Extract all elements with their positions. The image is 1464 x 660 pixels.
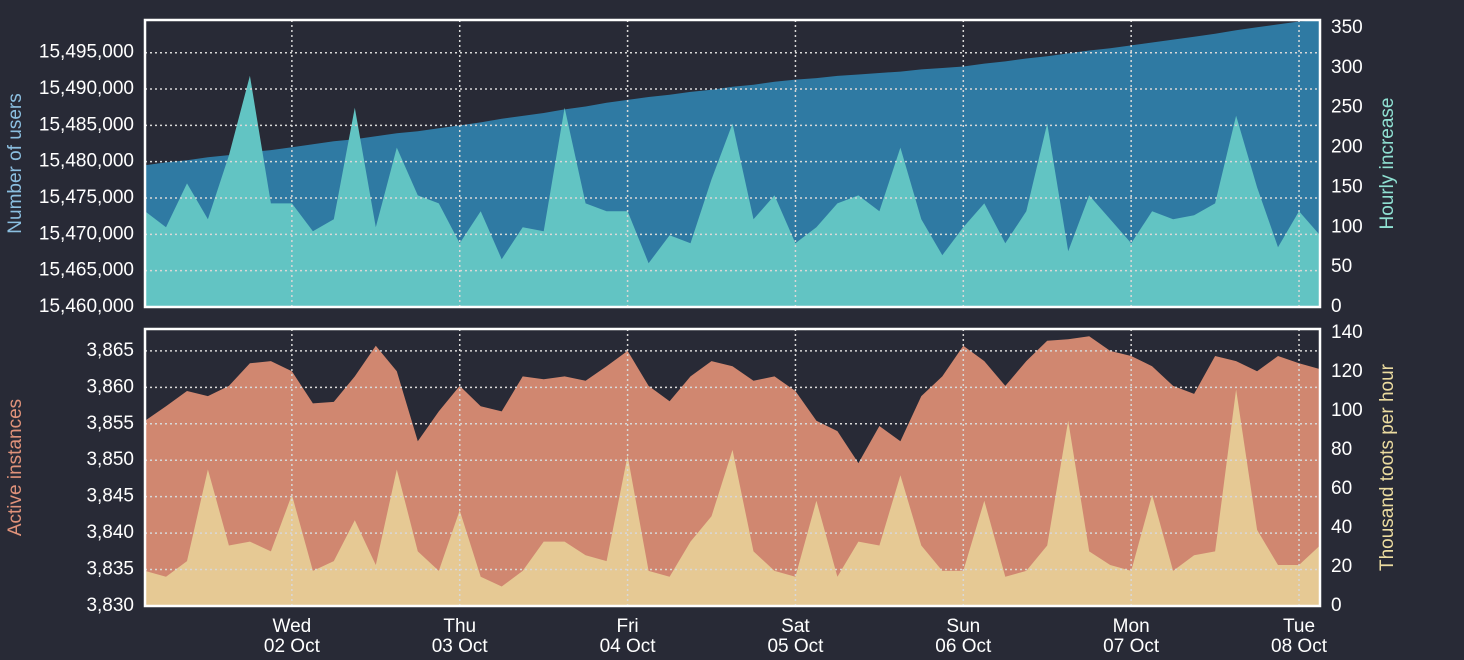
y2-tick-label: 250: [1331, 97, 1363, 118]
y-tick-label: 15,495,000: [39, 42, 134, 63]
y2-tick-label: 350: [1331, 17, 1363, 38]
y-tick-label: 15,490,000: [39, 78, 134, 99]
y2-tick-label: 80: [1331, 439, 1352, 460]
y2-axis-label: Hourly increase: [1377, 98, 1398, 230]
y-axis-label: Active instances: [5, 399, 26, 536]
y-axis-label: Number of users: [5, 93, 26, 233]
y2-tick-label: 20: [1331, 556, 1352, 577]
area: [145, 75, 1320, 307]
x-tick-label: 03 Oct: [432, 636, 489, 657]
x-tick-label: 07 Oct: [1103, 636, 1160, 657]
y2-tick-label: 150: [1331, 176, 1363, 197]
x-tick-label: 02 Oct: [264, 636, 321, 657]
x-tick-label: Thu: [443, 616, 476, 637]
y-tick-label: 3,850: [86, 449, 134, 470]
x-tick-label: Mon: [1113, 616, 1150, 637]
x-tick-label: 06 Oct: [935, 636, 992, 657]
x-tick-label: Fri: [617, 616, 639, 637]
y2-tick-label: 50: [1331, 256, 1352, 277]
y2-tick-label: 0: [1331, 595, 1342, 616]
y2-tick-label: 0: [1331, 296, 1342, 317]
y-tick-label: 15,485,000: [39, 114, 134, 135]
x-tick-label: Wed: [273, 616, 312, 637]
area: [145, 389, 1320, 606]
x-tick-label: Sun: [946, 616, 980, 637]
y-tick-label: 15,480,000: [39, 151, 134, 172]
plot-border: [143, 327, 1322, 608]
y-tick-label: 15,465,000: [39, 260, 134, 281]
y-tick-label: 3,855: [86, 413, 134, 434]
y2-tick-label: 40: [1331, 517, 1352, 538]
plot-border: [143, 18, 1322, 309]
y2-tick-label: 200: [1331, 137, 1363, 158]
y2-tick-label: 100: [1331, 400, 1363, 421]
y2-tick-label: 60: [1331, 478, 1352, 499]
x-tick-label: 05 Oct: [767, 636, 824, 657]
x-tick-label: 04 Oct: [600, 636, 657, 657]
y2-tick-label: 120: [1331, 361, 1363, 382]
y2-axis-label: Thousand toots per hour: [1377, 363, 1398, 571]
y-tick-label: 3,835: [86, 559, 134, 580]
y2-tick-label: 100: [1331, 216, 1363, 237]
y-tick-label: 3,845: [86, 486, 134, 507]
y-tick-label: 3,860: [86, 376, 134, 397]
x-tick-label: Sat: [781, 616, 810, 637]
y-tick-label: 3,830: [86, 595, 134, 616]
y2-tick-label: 140: [1331, 322, 1363, 343]
x-tick-label: 08 Oct: [1271, 636, 1328, 657]
y-tick-label: 15,460,000: [39, 296, 134, 317]
y-tick-label: 15,475,000: [39, 187, 134, 208]
y-tick-label: 3,865: [86, 340, 134, 361]
y2-tick-label: 300: [1331, 57, 1363, 78]
x-tick-label: Tue: [1283, 616, 1315, 637]
y-tick-label: 3,840: [86, 522, 134, 543]
y-tick-label: 15,470,000: [39, 223, 134, 244]
